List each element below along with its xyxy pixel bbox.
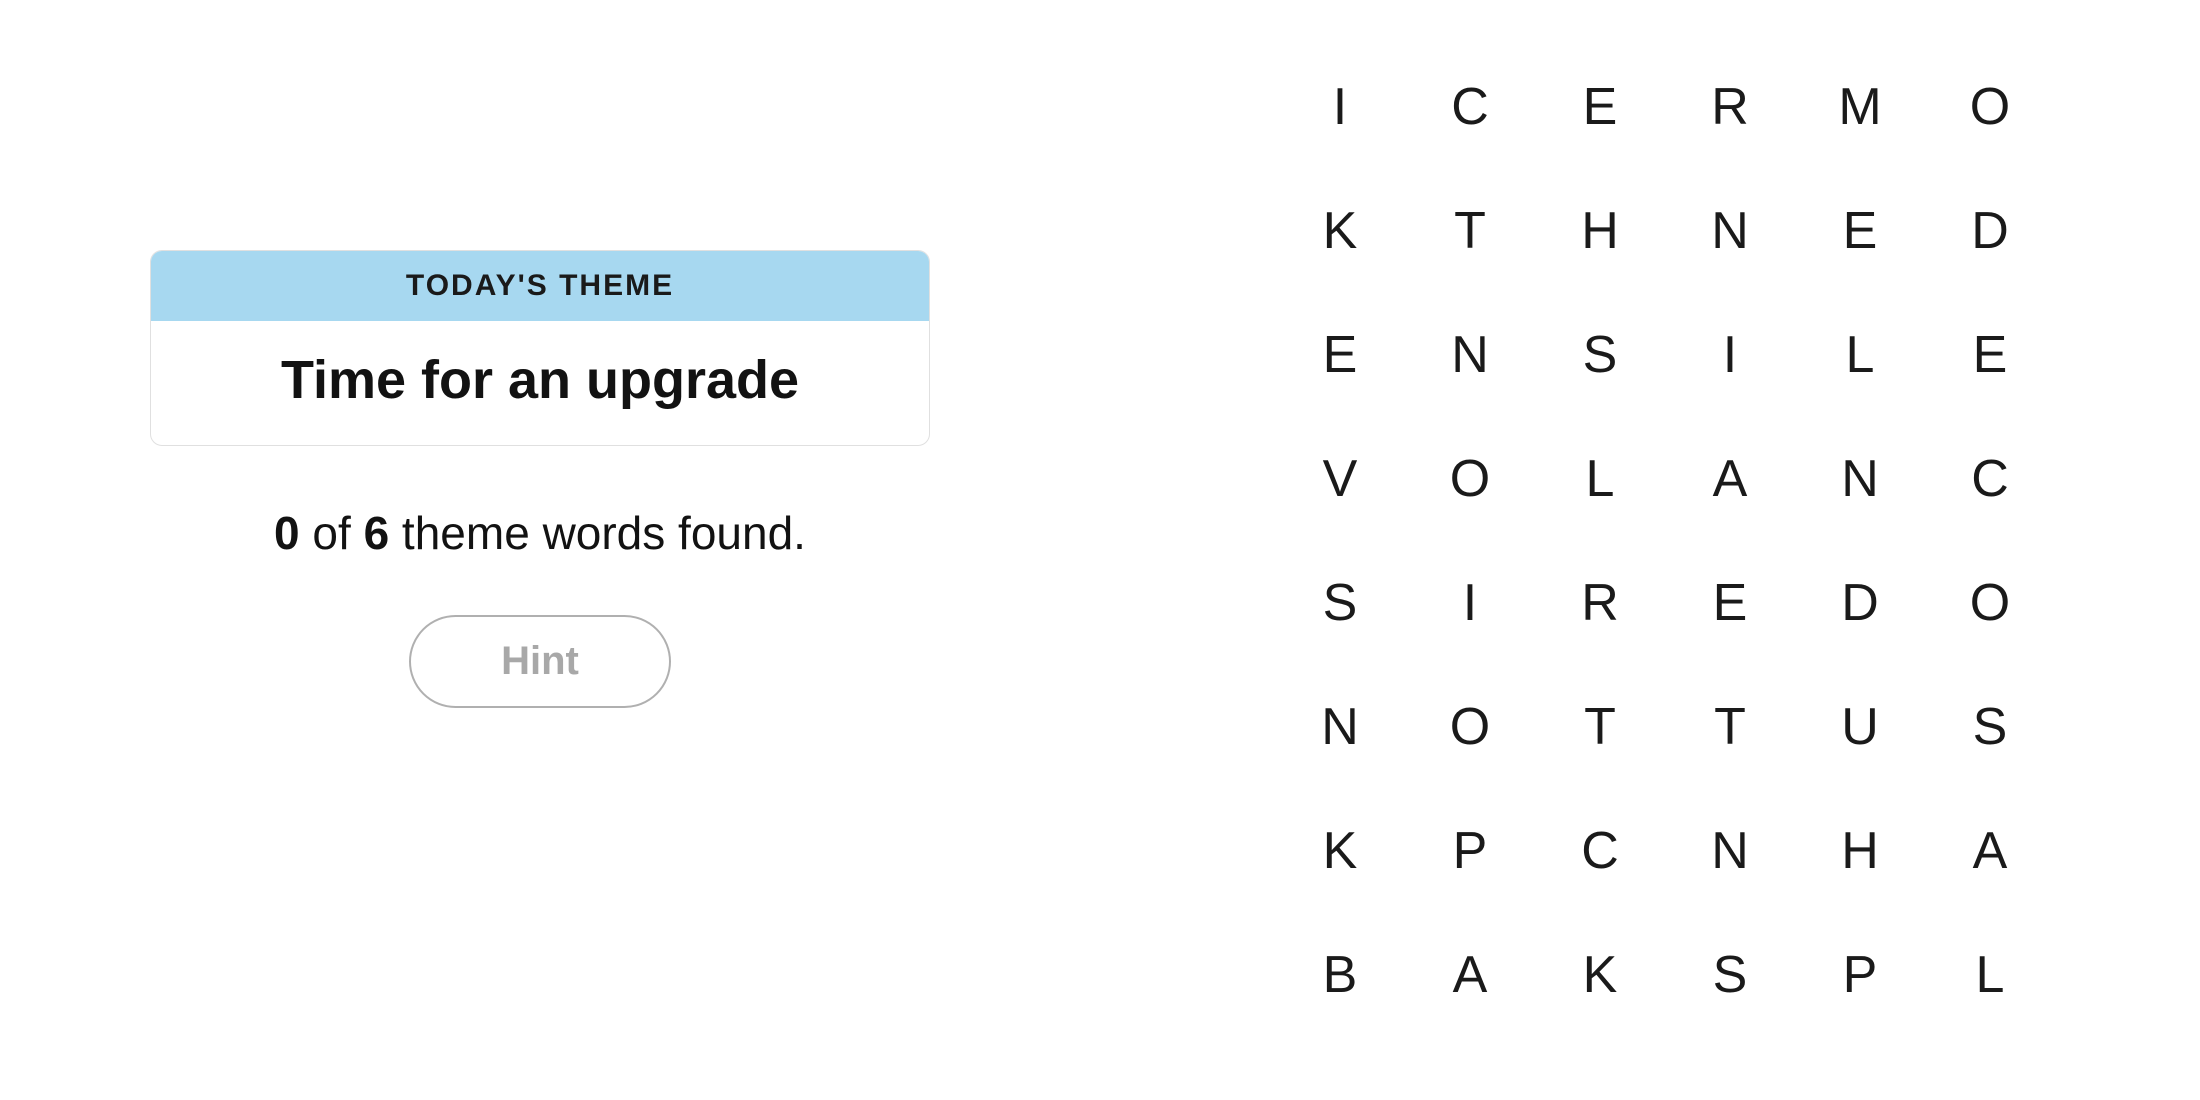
progress-separator: of <box>300 507 364 559</box>
grid-cell[interactable]: I <box>1405 541 1535 665</box>
grid-cell[interactable]: S <box>1925 665 2055 789</box>
progress-total-count: 6 <box>364 507 390 559</box>
grid-cell[interactable]: A <box>1925 789 2055 913</box>
grid-cell[interactable]: M <box>1795 45 1925 169</box>
grid-cell[interactable]: N <box>1665 789 1795 913</box>
grid-cell[interactable]: P <box>1405 789 1535 913</box>
grid-cell[interactable]: K <box>1275 169 1405 293</box>
grid-cell[interactable]: N <box>1275 665 1405 789</box>
theme-card: TODAY'S THEME Time for an upgrade <box>150 250 930 446</box>
grid-cell[interactable]: N <box>1405 293 1535 417</box>
info-panel: TODAY'S THEME Time for an upgrade 0 of 6… <box>150 250 930 708</box>
grid-cell[interactable]: L <box>1795 293 1925 417</box>
grid-cell[interactable]: C <box>1535 789 1665 913</box>
grid-cell[interactable]: C <box>1925 417 2055 541</box>
grid-cell[interactable]: H <box>1795 789 1925 913</box>
grid-cell[interactable]: A <box>1665 417 1795 541</box>
progress-text: 0 of 6 theme words found. <box>150 506 930 560</box>
grid-cell[interactable]: I <box>1275 45 1405 169</box>
grid-cell[interactable]: E <box>1795 169 1925 293</box>
grid-cell[interactable]: N <box>1795 417 1925 541</box>
grid-cell[interactable]: B <box>1275 913 1405 1037</box>
grid-cell[interactable]: N <box>1665 169 1795 293</box>
grid-cell[interactable]: K <box>1275 789 1405 913</box>
grid-cell[interactable]: L <box>1535 417 1665 541</box>
grid-cell[interactable]: A <box>1405 913 1535 1037</box>
grid-cell[interactable]: V <box>1275 417 1405 541</box>
grid-cell[interactable]: O <box>1925 45 2055 169</box>
letter-grid: ICERMOKTHNEDENSILEVOLANCSIREDONOTTUSKPCN… <box>1275 45 2055 1037</box>
grid-cell[interactable]: D <box>1925 169 2055 293</box>
grid-cell[interactable]: I <box>1665 293 1795 417</box>
progress-found-count: 0 <box>274 507 300 559</box>
grid-cell[interactable]: H <box>1535 169 1665 293</box>
grid-cell[interactable]: L <box>1925 913 2055 1037</box>
grid-cell[interactable]: S <box>1665 913 1795 1037</box>
grid-cell[interactable]: S <box>1535 293 1665 417</box>
grid-cell[interactable]: O <box>1925 541 2055 665</box>
grid-cell[interactable]: U <box>1795 665 1925 789</box>
grid-cell[interactable]: E <box>1665 541 1795 665</box>
grid-cell[interactable]: T <box>1535 665 1665 789</box>
grid-cell[interactable]: O <box>1405 665 1535 789</box>
grid-cell[interactable]: O <box>1405 417 1535 541</box>
theme-title: Time for an upgrade <box>151 321 929 445</box>
grid-cell[interactable]: K <box>1535 913 1665 1037</box>
grid-cell[interactable]: S <box>1275 541 1405 665</box>
grid-cell[interactable]: E <box>1925 293 2055 417</box>
grid-cell[interactable]: T <box>1405 169 1535 293</box>
grid-cell[interactable]: E <box>1535 45 1665 169</box>
grid-cell[interactable]: D <box>1795 541 1925 665</box>
grid-cell[interactable]: T <box>1665 665 1795 789</box>
grid-cell[interactable]: C <box>1405 45 1535 169</box>
grid-cell[interactable]: E <box>1275 293 1405 417</box>
theme-header-label: TODAY'S THEME <box>151 251 929 321</box>
grid-cell[interactable]: P <box>1795 913 1925 1037</box>
hint-button[interactable]: Hint <box>409 615 671 708</box>
progress-suffix: theme words found. <box>389 507 806 559</box>
grid-cell[interactable]: R <box>1665 45 1795 169</box>
grid-cell[interactable]: R <box>1535 541 1665 665</box>
